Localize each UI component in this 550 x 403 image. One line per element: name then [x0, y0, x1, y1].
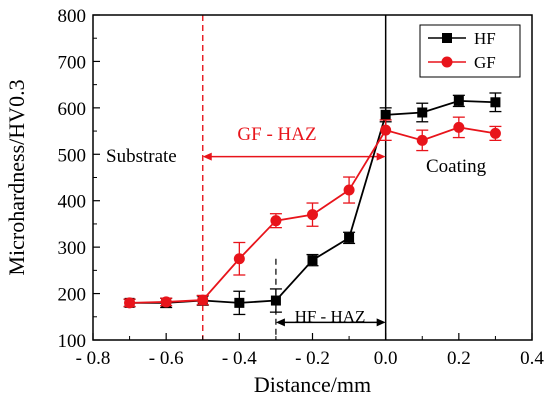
legend-gf-label: GF — [474, 53, 496, 72]
substrate-annotation: Substrate — [106, 146, 177, 167]
data-point-circle — [124, 297, 136, 309]
data-point-square — [453, 95, 464, 106]
data-point-circle — [307, 209, 318, 221]
data-point-circle — [343, 184, 355, 196]
data-point-circle — [197, 294, 209, 306]
x-tick-label: - 0.2 — [295, 348, 330, 369]
data-point-square — [344, 232, 355, 243]
legend-box — [419, 24, 521, 78]
hf-haz-annotation: HF - HAZ — [295, 307, 366, 326]
arrow-head-left — [275, 318, 285, 327]
legend-gf-circle-marker — [441, 56, 453, 68]
x-axis-label: Distance/mm — [254, 372, 371, 397]
legend-entry-hf: HF — [428, 29, 496, 48]
arrow-head-right — [376, 152, 386, 161]
y-tick-label: 500 — [58, 145, 87, 166]
data-point-square — [307, 255, 318, 266]
y-tick-label: 700 — [58, 52, 87, 73]
data-point-square — [270, 295, 281, 306]
x-tick-label: - 0.6 — [149, 348, 184, 369]
data-point-square — [234, 297, 245, 308]
y-tick-label: 800 — [58, 6, 87, 27]
data-point-circle — [453, 121, 465, 133]
data-point-circle — [489, 127, 501, 139]
data-point-circle — [380, 124, 392, 136]
y-tick-label: 600 — [58, 99, 87, 120]
series-gf — [123, 116, 502, 309]
data-point-circle — [160, 296, 172, 308]
gf-haz-arrow — [202, 152, 386, 161]
arrow-head-left — [202, 152, 212, 161]
coating-annotation: Coating — [426, 156, 487, 177]
x-tick-label: 0.2 — [447, 348, 471, 369]
x-tick-label: 0.0 — [374, 348, 398, 369]
x-tick-label: - 0.8 — [76, 348, 111, 369]
data-point-circle — [233, 253, 245, 265]
axis-ticks: - 0.8 - 0.6 - 0.4 - 0.2 0.0 0.2 0.4 100 200 300 40… — [58, 6, 545, 369]
gf-haz-annotation: GF - HAZ — [237, 124, 316, 145]
arrow-head-right — [376, 318, 386, 327]
y-axis-label: Microhardness/HV0.3 — [4, 79, 29, 275]
data-point-square — [490, 97, 501, 108]
x-tick-label: - 0.4 — [222, 348, 257, 369]
legend-hf-label: HF — [474, 29, 496, 48]
data-point-square — [380, 109, 391, 120]
y-tick-label: 200 — [58, 285, 87, 306]
legend: HF GF — [419, 24, 521, 78]
legend-entry-gf: GF — [428, 53, 496, 72]
y-tick-label: 300 — [58, 238, 87, 259]
data-point-circle — [270, 215, 282, 227]
data-point-circle — [416, 134, 428, 146]
hf-haz-arrow — [275, 318, 386, 327]
legend-hf-square-marker — [442, 33, 452, 43]
y-tick-label: 400 — [58, 192, 87, 213]
data-point-square — [417, 107, 428, 118]
chart-marks — [123, 15, 502, 340]
x-tick-label: 0.4 — [520, 348, 544, 369]
y-tick-label: 100 — [58, 331, 87, 352]
